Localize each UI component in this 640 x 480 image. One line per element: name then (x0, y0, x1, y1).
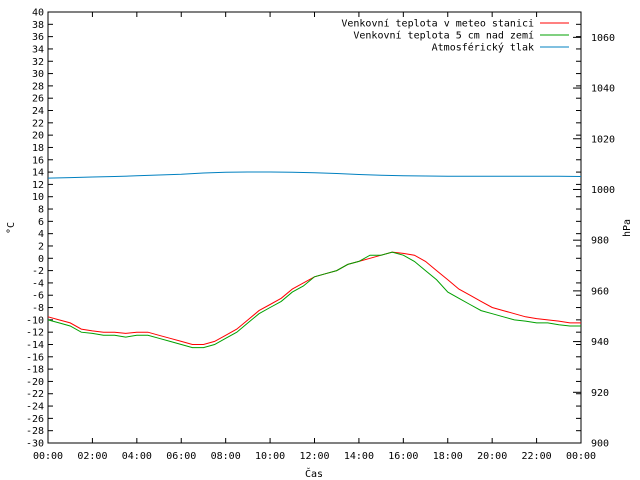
y-left-tick-label: 20 (32, 131, 44, 142)
x-tick-label: 12:00 (299, 451, 329, 462)
y-right-tick-label: 900 (591, 439, 609, 450)
y-right-tick-label: 1060 (591, 33, 615, 44)
x-tick-label: 18:00 (433, 451, 463, 462)
y-axis-left-ticks: -30-28-26-24-22-20-18-16-14-12-10-8-6-4-… (26, 8, 581, 450)
y-left-tick-label: 36 (32, 32, 44, 43)
y-left-tick-label: -12 (26, 328, 44, 339)
y-left-tick-label: 38 (32, 20, 44, 31)
x-axis-label: Čas (305, 467, 323, 480)
x-tick-label: 22:00 (522, 451, 552, 462)
y-left-tick-label: 12 (32, 180, 44, 191)
y-left-tick-label: 34 (32, 44, 44, 55)
series-line-0 (47, 251, 581, 345)
y-left-tick-label: 18 (32, 143, 44, 154)
y-left-tick-label: 2 (38, 241, 44, 252)
y-left-tick-label: 30 (32, 69, 44, 80)
y-left-tick-label: -2 (32, 266, 44, 277)
x-tick-label: 16:00 (388, 451, 418, 462)
y-left-tick-label: 40 (32, 8, 44, 19)
y-left-tick-label: 16 (32, 155, 44, 166)
y-left-tick-label: -30 (26, 439, 44, 450)
y-axis-right-ticks: 900 920 940 960 980 1000 1020 1040 1060 (573, 33, 615, 450)
y-left-tick-label: -20 (26, 377, 44, 388)
y-right-tick-label: 1020 (591, 134, 615, 145)
x-tick-label: 04:00 (122, 451, 152, 462)
x-tick-label: 00:00 (33, 451, 63, 462)
plot-frame (47, 11, 582, 444)
y-right-tick-label: 980 (591, 236, 609, 247)
x-tick-label: 20:00 (477, 451, 507, 462)
x-tick-label: 08:00 (211, 451, 241, 462)
y-left-tick-label: -16 (26, 352, 44, 363)
y-left-tick-label: -28 (26, 426, 44, 437)
legend-label-0: Venkovní teplota v meteo stanici (341, 18, 534, 30)
legend-label-1: Venkovní teplota 5 cm nad zemí (353, 30, 534, 42)
y-left-tick-label: -8 (32, 303, 44, 314)
y-left-tick-label: -6 (32, 291, 44, 302)
y-left-tick-label: 26 (32, 94, 44, 105)
x-axis-ticks: 00:00 02:00 04:00 06:00 08:00 10:00 12:00 14:00… (33, 12, 596, 462)
x-tick-label: 00:00 (566, 451, 596, 462)
y-right-tick-label: 920 (591, 388, 609, 399)
y-left-tick-label: -14 (26, 340, 44, 351)
y-left-tick-label: 14 (32, 168, 44, 179)
x-tick-label: 14:00 (344, 451, 374, 462)
series-line-2 (47, 171, 582, 179)
x-tick-label: 10:00 (255, 451, 285, 462)
y-left-tick-label: 4 (38, 229, 44, 240)
y-left-tick-label: 28 (32, 81, 44, 92)
series-line-1 (47, 251, 581, 349)
y-left-tick-label: 6 (38, 217, 44, 228)
legend-label-2: Atmosférický tlak (432, 42, 534, 54)
y-left-tick-label: 0 (38, 254, 44, 265)
x-tick-label: 02:00 (77, 451, 107, 462)
y-left-tick-label: -18 (26, 365, 44, 376)
y-left-tick-label: 8 (38, 205, 44, 216)
y-axis-right-label: hPa (622, 219, 633, 237)
y-axis-left-label: °C (6, 222, 17, 234)
y-left-tick-label: 32 (32, 57, 44, 68)
series-layer (47, 171, 582, 349)
legend: Venkovní teplota v meteo staniciVenkovní… (341, 18, 569, 54)
y-left-tick-label: -24 (26, 402, 44, 413)
y-left-tick-label: 10 (32, 192, 44, 203)
y-right-tick-label: 1000 (591, 185, 615, 196)
y-left-tick-label: -26 (26, 414, 44, 425)
x-tick-label: 06:00 (166, 451, 196, 462)
y-left-tick-label: -22 (26, 389, 44, 400)
y-left-tick-label: -10 (26, 315, 44, 326)
y-right-tick-label: 960 (591, 286, 609, 297)
y-right-tick-label: 940 (591, 337, 609, 348)
y-left-tick-label: 24 (32, 106, 44, 117)
y-left-tick-label: -4 (32, 278, 44, 289)
y-right-tick-label: 1040 (591, 84, 615, 95)
y-left-tick-label: 22 (32, 118, 44, 129)
